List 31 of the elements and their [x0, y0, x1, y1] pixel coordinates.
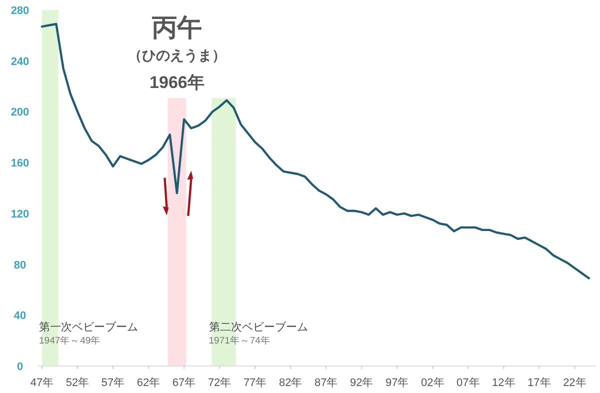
x-tick-label: 22年 — [563, 377, 586, 389]
x-tick-label: 77年 — [243, 377, 267, 389]
x-tick-label: 72年 — [208, 377, 232, 389]
x-tick-label: 82年 — [278, 377, 302, 389]
x-tick-label: 57年 — [101, 377, 125, 389]
x-tick-label: 52年 — [66, 377, 90, 389]
x-tick-label: 12年 — [492, 377, 516, 389]
x-tick-label: 67年 — [172, 377, 196, 389]
annotation: 1966年 — [150, 73, 204, 92]
x-tick-label: 97年 — [386, 377, 409, 389]
y-tick-label: 200 — [10, 106, 30, 119]
y-tick-label: 280 — [10, 5, 30, 17]
y-tick-label: 160 — [10, 158, 30, 170]
chart-title: 丙午 — [150, 14, 202, 42]
y-tick-label: 240 — [10, 56, 30, 68]
y-tick-label: 40 — [14, 310, 26, 322]
text: （ひのえうま） — [128, 47, 226, 64]
annotation: 第二次ベビーブーム — [208, 320, 308, 334]
x-tick-label: 92年 — [350, 377, 374, 389]
annotation: 1947年～49年 — [39, 334, 101, 346]
annotation: 1971年～74年 — [208, 334, 270, 346]
x-tick-label: 07年 — [456, 377, 480, 389]
x-tick-label: 87年 — [314, 377, 338, 389]
annotation: 第一次ベビーブーム — [39, 320, 138, 334]
y-tick-label: 80 — [14, 259, 26, 272]
x-tick-label: 47年 — [30, 377, 54, 389]
y-tick-label: 120 — [10, 208, 30, 220]
y-tick-label: 0 — [16, 361, 24, 373]
x-tick-label: 62年 — [136, 377, 160, 389]
x-tick-label: 17年 — [528, 377, 551, 389]
x-tick-label: 02年 — [421, 377, 444, 389]
